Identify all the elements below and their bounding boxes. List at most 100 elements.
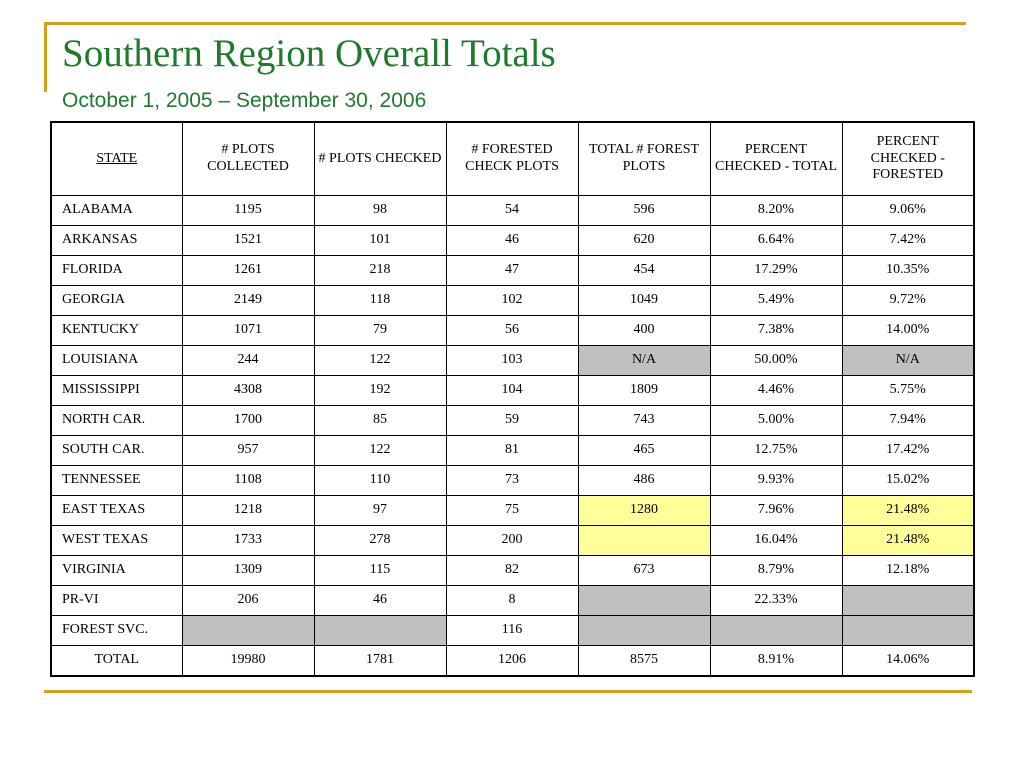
table-row: MISSISSIPPI 4308 192 104 1809 4.46% 5.75% [50,375,975,406]
cell-forested-check-plots: 75 [445,495,579,526]
cell-forested-check-plots: 59 [445,405,579,436]
table-row: TENNESSEE 1108 110 73 486 9.93% 15.02% [50,465,975,496]
cell-forested-check-plots: 47 [445,255,579,286]
cell-forested-check-plots: 116 [445,615,579,646]
cell-plots-collected: 1733 [181,525,315,556]
cell-percent-checked-total: 5.49% [709,285,843,316]
cell-percent-checked-total: 6.64% [709,225,843,256]
cell-plots-collected: 1309 [181,555,315,586]
cell-state: MISSISSIPPI [50,375,183,406]
cell-plots-checked: 79 [313,315,447,346]
table-row: SOUTH CAR. 957 122 81 465 12.75% 17.42% [50,435,975,466]
cell-state: ALABAMA [50,195,183,226]
cell-plots-checked: 278 [313,525,447,556]
cell-forested-check-plots: 1206 [445,645,579,677]
table-row: ARKANSAS 1521 101 46 620 6.64% 7.42% [50,225,975,256]
cell-forested-check-plots: 81 [445,435,579,466]
cell-plots-checked: 97 [313,495,447,526]
cell-percent-checked-total: 17.29% [709,255,843,286]
cell-total-forest-plots [577,585,711,616]
column-header-plots-collected: # PLOTS COLLECTED [181,121,315,196]
cell-total-forest-plots: 400 [577,315,711,346]
column-header-total-forest-plots: TOTAL # FOREST PLOTS [577,121,711,196]
cell-forested-check-plots: 56 [445,315,579,346]
cell-percent-checked-forested: 9.06% [841,195,975,226]
cell-total-forest-plots [577,525,711,556]
cell-percent-checked-total: 5.00% [709,405,843,436]
cell-state: FLORIDA [50,255,183,286]
cell-total-forest-plots [577,615,711,646]
cell-percent-checked-forested [841,585,975,616]
cell-plots-collected: 19980 [181,645,315,677]
slide-subtitle: October 1, 2005 – September 30, 2006 [62,89,427,112]
cell-total-forest-plots: 596 [577,195,711,226]
accent-rule-top [44,22,966,25]
cell-percent-checked-forested: 10.35% [841,255,975,286]
table-row: TOTAL 19980 1781 1206 8575 8.91% 14.06% [50,645,975,677]
table-row: ALABAMA 1195 98 54 596 8.20% 9.06% [50,195,975,226]
cell-forested-check-plots: 82 [445,555,579,586]
cell-percent-checked-total: 7.38% [709,315,843,346]
cell-state: FOREST SVC. [50,615,183,646]
table-row: EAST TEXAS 1218 97 75 1280 7.96% 21.48% [50,495,975,526]
cell-plots-collected: 1261 [181,255,315,286]
cell-plots-collected [181,615,315,646]
cell-plots-checked: 101 [313,225,447,256]
cell-state: EAST TEXAS [50,495,183,526]
accent-rule-vertical [44,22,47,92]
cell-percent-checked-forested [841,615,975,646]
cell-plots-collected: 2149 [181,285,315,316]
cell-percent-checked-total: 4.46% [709,375,843,406]
cell-state: VIRGINIA [50,555,183,586]
cell-percent-checked-forested: 12.18% [841,555,975,586]
cell-plots-collected: 244 [181,345,315,376]
cell-total-forest-plots: 620 [577,225,711,256]
cell-percent-checked-forested: 21.48% [841,495,975,526]
table-row: VIRGINIA 1309 115 82 673 8.79% 12.18% [50,555,975,586]
cell-total-forest-plots: 1049 [577,285,711,316]
cell-total-forest-plots: 1809 [577,375,711,406]
cell-state: TOTAL [50,645,183,677]
cell-plots-collected: 1700 [181,405,315,436]
cell-plots-collected: 206 [181,585,315,616]
cell-state: KENTUCKY [50,315,183,346]
cell-percent-checked-forested: 9.72% [841,285,975,316]
cell-plots-checked: 218 [313,255,447,286]
cell-plots-checked: 98 [313,195,447,226]
totals-table: STATE # PLOTS COLLECTED # PLOTS CHECKED … [50,121,975,677]
cell-percent-checked-total: 12.75% [709,435,843,466]
cell-percent-checked-total [709,615,843,646]
cell-plots-checked: 110 [313,465,447,496]
cell-forested-check-plots: 54 [445,195,579,226]
table-header-row: STATE # PLOTS COLLECTED # PLOTS CHECKED … [50,121,975,196]
column-header-state: STATE [50,121,183,196]
cell-plots-collected: 957 [181,435,315,466]
table-row: FLORIDA 1261 218 47 454 17.29% 10.35% [50,255,975,286]
cell-forested-check-plots: 103 [445,345,579,376]
cell-percent-checked-forested: 17.42% [841,435,975,466]
cell-state: SOUTH CAR. [50,435,183,466]
cell-state: TENNESSEE [50,465,183,496]
cell-percent-checked-forested: 5.75% [841,375,975,406]
cell-plots-checked: 122 [313,435,447,466]
cell-state: NORTH CAR. [50,405,183,436]
cell-percent-checked-forested: 7.94% [841,405,975,436]
cell-state: GEORGIA [50,285,183,316]
cell-percent-checked-forested: 15.02% [841,465,975,496]
cell-plots-checked: 118 [313,285,447,316]
cell-forested-check-plots: 200 [445,525,579,556]
cell-total-forest-plots: 454 [577,255,711,286]
cell-percent-checked-total: 7.96% [709,495,843,526]
cell-forested-check-plots: 104 [445,375,579,406]
cell-percent-checked-total: 8.20% [709,195,843,226]
cell-percent-checked-forested: 14.06% [841,645,975,677]
table-row: KENTUCKY 1071 79 56 400 7.38% 14.00% [50,315,975,346]
cell-total-forest-plots: 743 [577,405,711,436]
cell-percent-checked-total: 8.91% [709,645,843,677]
table-row: FOREST SVC. 116 [50,615,975,646]
cell-total-forest-plots: 8575 [577,645,711,677]
cell-plots-collected: 1071 [181,315,315,346]
cell-plots-checked [313,615,447,646]
cell-percent-checked-total: 8.79% [709,555,843,586]
table-row: LOUISIANA 244 122 103 N/A 50.00% N/A [50,345,975,376]
